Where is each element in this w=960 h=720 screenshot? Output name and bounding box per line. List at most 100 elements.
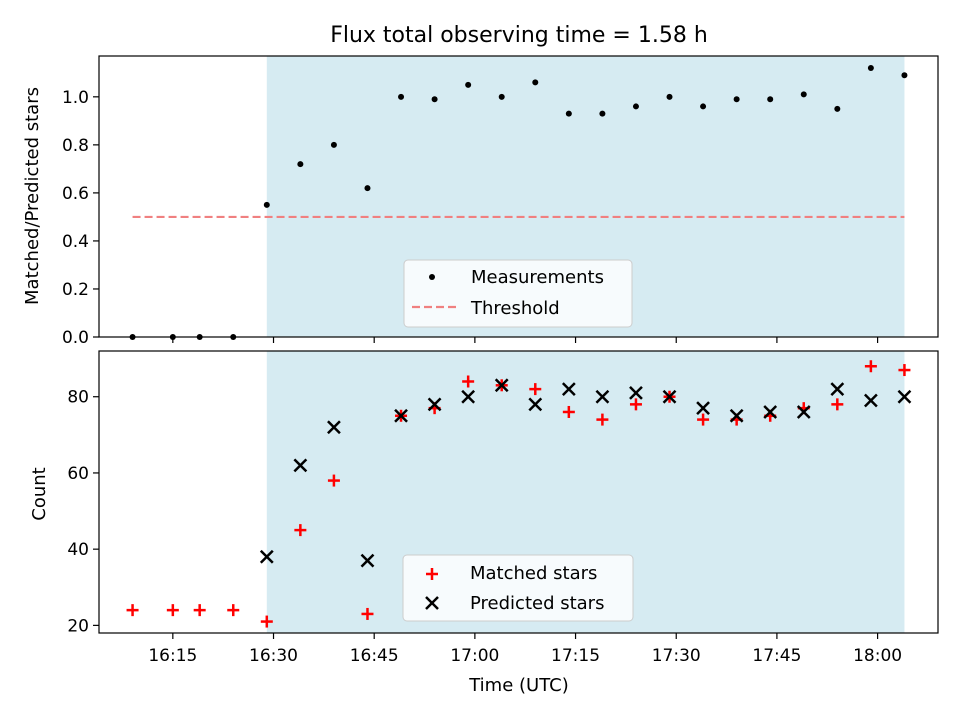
predicted-star-point bbox=[528, 397, 543, 412]
measurement-point bbox=[532, 79, 539, 86]
count-y-tick-label: 60 bbox=[67, 464, 89, 484]
predicted-star-point bbox=[897, 389, 912, 404]
predicted-legend-marker bbox=[425, 596, 439, 610]
ratio-y-ticks: 0.0 0.2 0.4 0.6 0.8 1.0 bbox=[62, 88, 99, 348]
matched-star-point bbox=[831, 398, 844, 411]
measurement-point bbox=[733, 96, 740, 103]
measurement-point bbox=[330, 141, 337, 148]
x-tick-label: 17:00 bbox=[450, 646, 499, 666]
measurement-point bbox=[901, 72, 908, 79]
measurement-point bbox=[297, 161, 304, 168]
count-points bbox=[126, 360, 912, 628]
ratio-y-axis-label: Matched/Predicted stars bbox=[22, 87, 43, 305]
measurement-point bbox=[834, 105, 841, 112]
predicted-star-point bbox=[629, 386, 643, 400]
ratio-plot-frame bbox=[98, 55, 939, 338]
matched-star-point bbox=[260, 615, 273, 628]
count-y-tick-label: 80 bbox=[67, 388, 89, 408]
predicted-star-point bbox=[427, 397, 442, 412]
matched-star-point bbox=[462, 375, 475, 388]
measurement-point bbox=[431, 96, 438, 103]
measurement-point bbox=[666, 93, 673, 100]
measurement-point bbox=[867, 65, 874, 72]
matched-star-point bbox=[166, 604, 179, 617]
predicted-star-point bbox=[360, 553, 375, 568]
predicted-star-point bbox=[259, 549, 274, 564]
count-y-ticks: 20 40 60 80 bbox=[67, 388, 99, 636]
predicted-star-point bbox=[696, 401, 710, 416]
measurement-legend-marker bbox=[429, 274, 435, 280]
predicted-star-point bbox=[394, 408, 408, 423]
count-plot-frame bbox=[98, 350, 939, 634]
predicted-star-point bbox=[729, 408, 744, 423]
measurement-point bbox=[700, 103, 707, 110]
measurement-point bbox=[632, 103, 639, 110]
matched-star-point bbox=[898, 364, 911, 377]
matched-star-point bbox=[227, 604, 240, 617]
measurement-points bbox=[129, 65, 908, 340]
count-legend-entry-matched: Matched stars bbox=[470, 563, 597, 584]
measurement-point bbox=[565, 110, 572, 117]
ratio-y-tick-label: 0.8 bbox=[62, 136, 89, 156]
count-y-tick-label: 20 bbox=[67, 616, 89, 636]
measurement-point bbox=[800, 91, 807, 98]
matched-star-point bbox=[562, 405, 575, 418]
ratio-legend-entry-threshold: Threshold bbox=[470, 298, 560, 319]
matched-star-point bbox=[629, 398, 642, 411]
ratio-legend-entry-measurements: Measurements bbox=[471, 267, 604, 288]
predicted-star-point bbox=[763, 405, 778, 419]
ratio-y-tick-label: 0.0 bbox=[62, 328, 89, 348]
ratio-y-tick-label: 0.6 bbox=[62, 184, 89, 204]
count-y-axis-label: Count bbox=[29, 467, 50, 520]
x-tick-label: 17:15 bbox=[551, 646, 600, 666]
predicted-star-point bbox=[796, 405, 811, 419]
matched-star-point bbox=[294, 524, 307, 537]
predicted-star-point bbox=[561, 382, 576, 396]
measurement-point bbox=[599, 110, 606, 117]
measurement-point bbox=[767, 96, 774, 103]
measurement-point bbox=[364, 185, 371, 192]
count-legend-entry-predicted: Predicted stars bbox=[470, 593, 604, 614]
matched-star-point bbox=[596, 413, 609, 426]
x-tick-label: 17:30 bbox=[652, 646, 701, 666]
ratio-panel: Flux total observing time = 1.58 h 0.00.… bbox=[22, 23, 939, 348]
count-legend: Matched stars Predicted stars bbox=[402, 554, 634, 622]
ratio-y-tick-label: 0.2 bbox=[62, 280, 89, 300]
predicted-star-point bbox=[461, 389, 476, 404]
matched-star-point bbox=[361, 607, 374, 620]
predicted-star-point bbox=[863, 393, 878, 408]
ratio-legend-box bbox=[403, 259, 633, 328]
matched-star-point bbox=[126, 604, 139, 617]
x-tick-label: 16:30 bbox=[249, 646, 298, 666]
matched-legend-marker bbox=[426, 568, 438, 580]
matched-star-point bbox=[697, 413, 710, 426]
ratio-y-tick-label: 1.0 bbox=[62, 88, 89, 108]
predicted-star-point bbox=[595, 389, 610, 404]
predicted-star-point bbox=[494, 378, 509, 393]
x-tick-label: 17:45 bbox=[752, 646, 801, 666]
count-legend-box bbox=[402, 554, 634, 622]
chart-title: Flux total observing time = 1.58 h bbox=[330, 23, 708, 48]
x-tick-label: 16:15 bbox=[148, 646, 197, 666]
predicted-star-point bbox=[662, 389, 677, 404]
measurement-point bbox=[498, 93, 505, 100]
ratio-y-tick-label: 0.4 bbox=[62, 232, 89, 252]
matched-star-point bbox=[864, 360, 877, 373]
matched-star-point bbox=[327, 474, 340, 487]
predicted-star-point bbox=[830, 382, 845, 396]
matched-star-point bbox=[193, 604, 206, 617]
x-axis-label: Time (UTC) bbox=[468, 675, 569, 696]
ratio-legend: Measurements Threshold bbox=[403, 259, 633, 328]
measurement-point bbox=[465, 81, 472, 88]
count-y-tick-label: 40 bbox=[67, 540, 89, 560]
predicted-star-point bbox=[293, 458, 308, 473]
predicted-star-point bbox=[327, 420, 341, 435]
x-tick-label: 18:00 bbox=[853, 646, 902, 666]
ratio-x-ticks bbox=[172, 337, 879, 343]
count-x-ticks: 16:15 16:30 16:45 17:00 17:15 17:30 17:45 18:00 bbox=[148, 633, 902, 666]
matched-star-point bbox=[529, 383, 542, 396]
measurement-point bbox=[263, 201, 270, 208]
measurement-point bbox=[398, 93, 405, 100]
